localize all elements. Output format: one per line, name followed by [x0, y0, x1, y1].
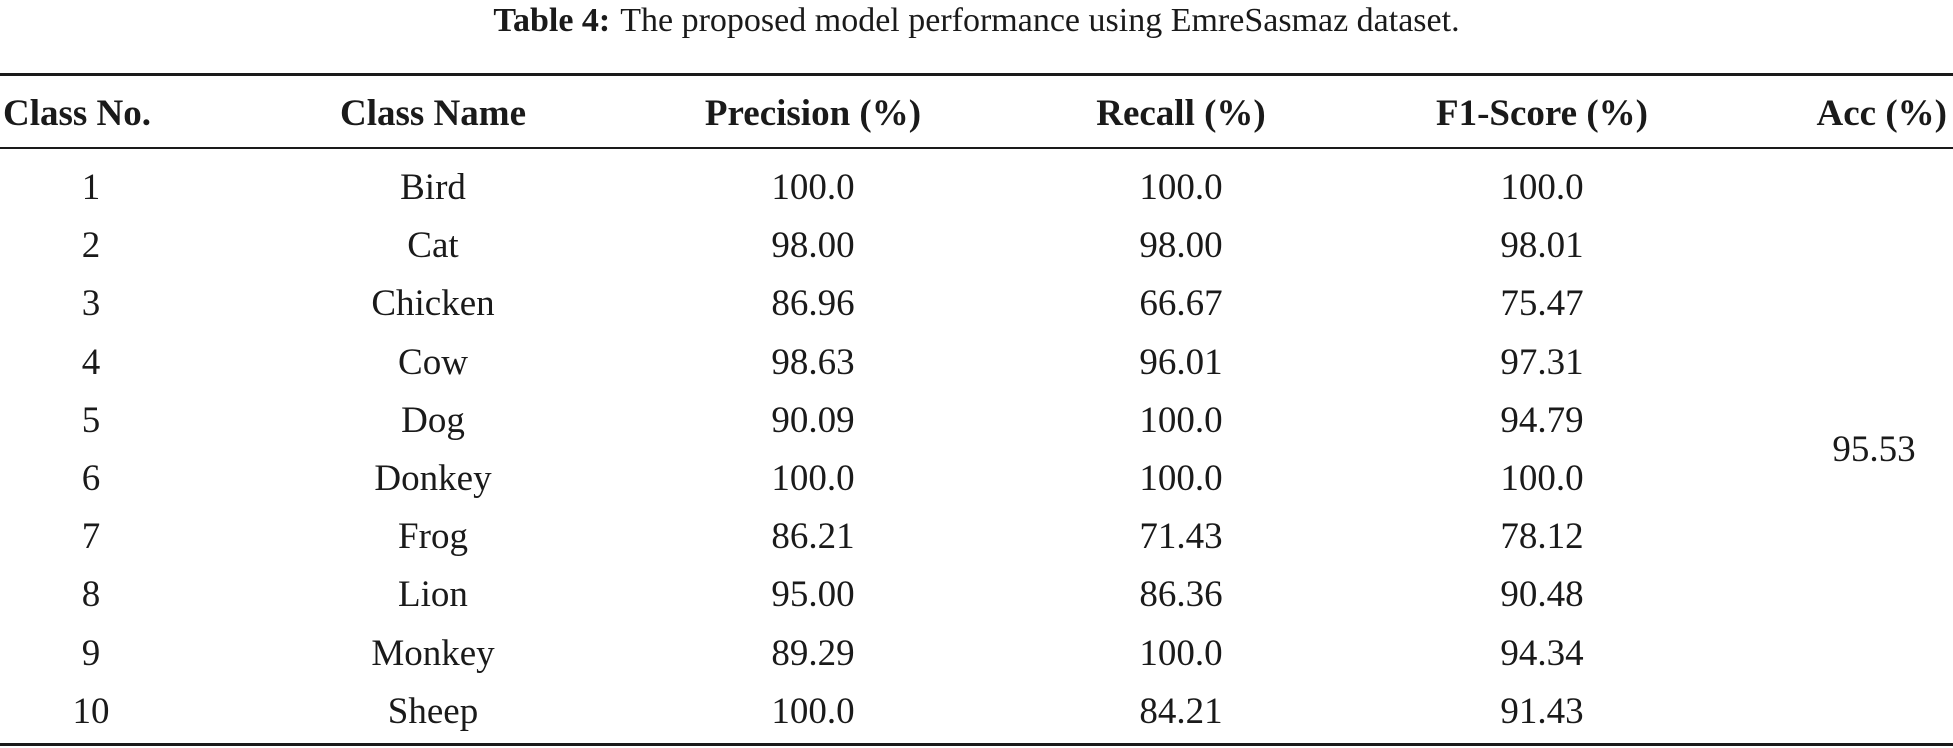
table-cell: 100.0: [1500, 167, 1584, 208]
table-cell: Lion: [398, 574, 468, 616]
table-cell: Frog: [398, 516, 468, 558]
table-cell: 2: [81, 225, 101, 267]
table-cell: 100.0: [1139, 458, 1223, 499]
header-cell: F1-Score (%): [1436, 93, 1648, 134]
table-cell: 100.0: [1139, 167, 1223, 208]
table-cell: 8: [81, 574, 101, 616]
table-cell: 98.00: [1139, 225, 1223, 267]
caption-text: The proposed model performance using Emr…: [620, 2, 1460, 39]
table-cell: 10: [72, 690, 110, 732]
top-rule: [0, 73, 1953, 76]
header-cell: Acc (%): [1816, 93, 1947, 134]
accuracy-cell: 95.53: [1832, 428, 1916, 470]
table-cell: 1: [81, 167, 101, 208]
table-cell: 6: [81, 458, 101, 499]
table-cell: Bird: [400, 167, 466, 208]
table-cell: Cat: [407, 225, 459, 267]
table-cell: 100.0: [771, 690, 855, 732]
header-cell: Recall (%): [1096, 93, 1266, 134]
table-cell: 7: [81, 516, 101, 558]
table-cell: 97.31: [1500, 341, 1584, 383]
table-cell: Chicken: [371, 283, 495, 325]
table-cell: Dog: [401, 399, 465, 441]
table-cell: 100.0: [1139, 399, 1223, 441]
header-cell: Precision (%): [704, 93, 922, 134]
table-cell: 86.96: [771, 283, 855, 325]
table-cell: Donkey: [374, 458, 492, 499]
table-cell: Monkey: [371, 632, 495, 674]
table-cell: 100.0: [771, 167, 855, 208]
table-cell: 90.09: [771, 399, 855, 441]
table-cell: 75.47: [1500, 283, 1584, 325]
table-cell: 95.00: [771, 574, 855, 616]
table-cell: 98.00: [771, 225, 855, 267]
table-cell: 71.43: [1139, 516, 1223, 558]
header-cell: Class Name: [339, 93, 527, 134]
table-cell: 4: [81, 341, 101, 383]
table-cell: 96.01: [1139, 341, 1223, 383]
table-cell: 94.79: [1500, 399, 1584, 441]
table-cell: 94.34: [1500, 632, 1584, 674]
table-cell: 98.01: [1500, 225, 1584, 267]
header-cell: Class No.: [3, 93, 152, 134]
table-cell: 100.0: [1139, 632, 1223, 674]
table-cell: Cow: [398, 341, 468, 383]
table-cell: 84.21: [1139, 690, 1223, 732]
table-cell: 78.12: [1500, 516, 1584, 558]
bottom-rule: [0, 743, 1953, 746]
table-cell: 90.48: [1500, 574, 1584, 616]
table-cell: 5: [81, 399, 101, 441]
caption: Table 4: The proposed model performance u…: [0, 0, 1953, 42]
table-cell: Sheep: [387, 690, 479, 732]
table-cell: 86.21: [771, 516, 855, 558]
table-cell: 86.36: [1139, 574, 1223, 616]
table-cell: 100.0: [1500, 458, 1584, 499]
header-rule: [0, 147, 1953, 149]
table-cell: 89.29: [771, 632, 855, 674]
table-cell: 66.67: [1139, 283, 1223, 325]
table-cell: 9: [81, 632, 101, 674]
table-cell: 3: [81, 283, 101, 325]
table-cell: 91.43: [1500, 690, 1584, 732]
table-cell: 98.63: [771, 341, 855, 383]
caption-label: Table 4:: [493, 2, 611, 39]
table-cell: 100.0: [771, 458, 855, 499]
